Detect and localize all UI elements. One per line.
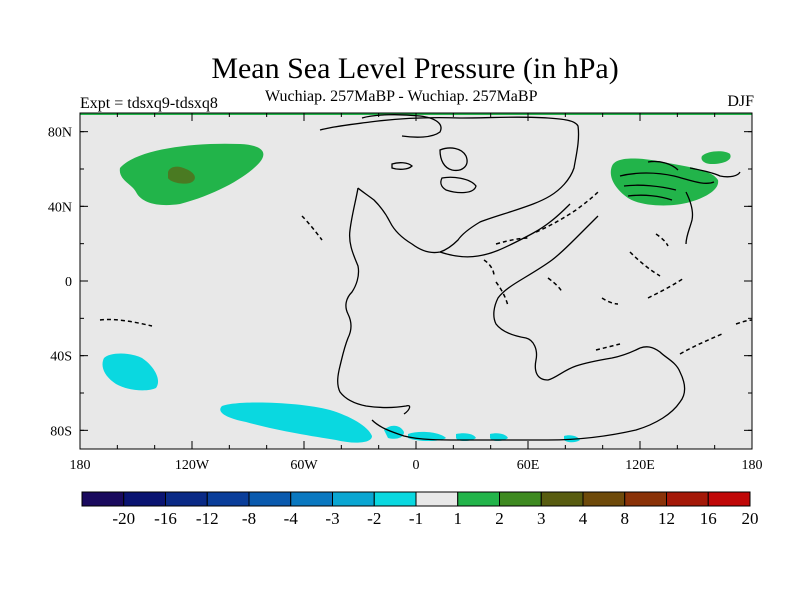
north-gulf	[439, 147, 468, 172]
lon-tick-label: 180	[742, 458, 763, 473]
tethys-inner-coast	[439, 203, 571, 258]
colorbar-swatch	[332, 491, 375, 507]
island-arcs	[99, 191, 753, 355]
colorbar-swatch	[457, 491, 500, 507]
north-inlet	[361, 114, 442, 138]
arc-east-panthalassa	[679, 333, 723, 355]
colorbar-label: -20	[112, 509, 135, 528]
south-pacific-low	[102, 353, 159, 391]
colorbar-swatch	[81, 491, 125, 507]
arc-east-tethys-1	[629, 251, 661, 277]
lon-tick-label: 60W	[290, 458, 318, 473]
anomaly-regions	[102, 143, 731, 443]
east-asia-blocks	[619, 172, 715, 245]
arc-central-1	[483, 259, 495, 277]
pangea-west-coast	[337, 187, 411, 415]
pangea-south-coast	[371, 346, 686, 441]
siberia-fragment	[647, 160, 741, 178]
colorbar-swatch	[666, 491, 709, 507]
chart-subtitle: Wuchiap. 257MaBP - Wuchiap. 257MaBP	[265, 88, 538, 105]
lon-tick-label: 180	[70, 458, 91, 473]
lat-tick-label: 80S	[50, 424, 72, 439]
lon-tick-label: 0	[413, 458, 420, 473]
colorbar-swatch	[206, 491, 250, 507]
colorbar-label: -16	[154, 509, 177, 528]
east-asia-high	[610, 158, 719, 206]
lat-tick-label: 0	[65, 275, 72, 290]
colorbar-label: 20	[742, 509, 759, 528]
axis-ticks	[79, 113, 753, 449]
lat-tick-label: 40S	[50, 350, 72, 365]
pangea-north-coast	[319, 116, 580, 254]
colorbar-label: 3	[537, 509, 546, 528]
colorbar-swatch	[123, 491, 166, 507]
arc-south-tethys	[595, 343, 621, 351]
colorbar-swatch	[373, 491, 417, 507]
antarctic-coast-low-3	[456, 433, 476, 441]
arc-tethys-3	[547, 277, 563, 293]
colorbar-swatch	[290, 491, 333, 507]
colorbar-label: -4	[284, 509, 299, 528]
chart-title: Mean Sea Level Pressure (in hPa)	[211, 52, 619, 85]
colorbar: -20 -16 -12 -8 -4 -3 -2 -1 1 2 3 4 8 12 16 20	[81, 491, 759, 528]
north-lake-2	[391, 162, 413, 170]
colorbar-label: 2	[495, 509, 504, 528]
colorbar-label: -3	[325, 509, 339, 528]
antarctic-coast-low-4	[490, 433, 508, 441]
southern-ocean-low	[220, 402, 372, 443]
coastlines	[319, 114, 741, 441]
colorbar-swatch	[624, 491, 667, 507]
lat-tick-label: 80N	[48, 126, 72, 141]
colorbar-label: -1	[409, 509, 423, 528]
arc-panthalassa	[301, 215, 323, 241]
colorbar-label: 16	[700, 509, 717, 528]
colorbar-swatch	[582, 491, 626, 507]
lon-tick-label: 120E	[625, 458, 655, 473]
lon-tick-label: 120W	[175, 458, 210, 473]
colorbar-swatch	[540, 491, 584, 507]
colorbar-swatch	[248, 491, 292, 507]
colorbar-label: 4	[579, 509, 588, 528]
arc-east-tethys-2	[647, 277, 685, 299]
colorbar-label: 12	[658, 509, 675, 528]
latitude-labels: 80N 40N 0 40S 80S	[48, 126, 72, 440]
arc-tethys-2	[535, 191, 599, 233]
lat-tick-label: 40N	[48, 200, 72, 215]
experiment-label: Expt = tdsxq9-tdsxq8	[80, 95, 218, 112]
arc-tethys-4	[601, 297, 619, 305]
arc-east-edge	[735, 319, 753, 325]
season-label: DJF	[727, 93, 754, 110]
lon-tick-label: 60E	[517, 458, 540, 473]
colorbar-label: 1	[454, 509, 463, 528]
colorbar-label: -8	[242, 509, 256, 528]
pangea-east-coast	[493, 215, 641, 381]
arc-east-tethys-3	[655, 233, 669, 247]
colorbar-swatch	[415, 491, 459, 507]
colorbar-label: -12	[196, 509, 219, 528]
longitude-labels: 180 120W 60W 0 60E 120E 180	[70, 458, 763, 473]
colorbar-swatch	[499, 491, 542, 507]
colorbar-label: -2	[367, 509, 381, 528]
arc-tethys-1	[495, 237, 531, 245]
central-lake	[440, 176, 477, 194]
colorbar-swatch	[165, 491, 208, 507]
north-pacific-core	[168, 166, 195, 184]
east-asia-small	[701, 151, 731, 164]
colorbar-label: 8	[621, 509, 630, 528]
colorbar-swatch	[707, 491, 751, 507]
arc-central-2	[495, 281, 509, 307]
